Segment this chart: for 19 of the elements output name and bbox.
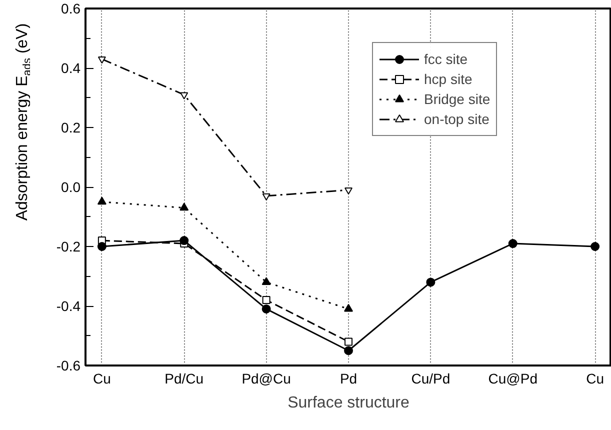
y-tick-label: -0.6 bbox=[56, 358, 81, 374]
legend-label: Bridge site bbox=[424, 91, 490, 107]
x-tick-label: Cu bbox=[586, 370, 604, 386]
x-tick-label: Pd bbox=[340, 370, 358, 386]
x-axis-title: Surface structure bbox=[288, 394, 410, 412]
y-tick-label: -0.2 bbox=[56, 238, 81, 254]
x-tick-label: Pd@Cu bbox=[242, 370, 291, 386]
x-tick-label: Cu bbox=[92, 370, 111, 386]
x-tick-label: Pd/Cu bbox=[164, 370, 204, 386]
legend-label: fcc site bbox=[424, 51, 468, 67]
y-tick-label: 0.6 bbox=[61, 0, 81, 16]
y-tick-label: 0.2 bbox=[61, 120, 81, 136]
y-tick-label: 0.0 bbox=[61, 179, 81, 195]
x-tick-label: Cu@Pd bbox=[488, 370, 538, 386]
x-tick-label: Cu/Pd bbox=[411, 370, 450, 386]
legend-label: on-top site bbox=[424, 111, 490, 127]
y-tick-label: 0.4 bbox=[61, 60, 81, 76]
y-tick-label: -0.4 bbox=[56, 298, 81, 314]
legend-label: hcp site bbox=[424, 71, 472, 87]
